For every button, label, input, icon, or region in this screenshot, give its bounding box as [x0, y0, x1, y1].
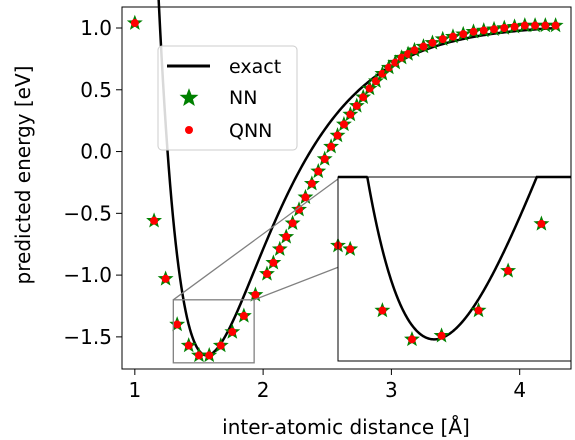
- qnn-point: [239, 311, 248, 320]
- qnn-point: [378, 69, 387, 78]
- inset-qnn-point: [474, 306, 483, 315]
- qnn-point: [459, 30, 468, 39]
- legend: exact NN QNN: [157, 45, 298, 151]
- qnn-point: [216, 341, 225, 350]
- qnn-point: [301, 193, 310, 202]
- inset-plot: [330, 175, 572, 362]
- zoom-box: [172, 299, 255, 364]
- inset-qnn-point: [378, 306, 387, 315]
- y-tick-label: −1.5: [63, 325, 112, 349]
- y-tick-label: −1.0: [63, 263, 112, 287]
- x-tick-label: 4: [513, 378, 526, 402]
- legend-box: [157, 45, 298, 151]
- x-tick-label: 2: [257, 378, 270, 402]
- qnn-point: [500, 24, 509, 33]
- y-axis-label: predicted energy [eV]: [11, 66, 35, 285]
- qnn-point: [469, 27, 478, 36]
- inset-qnn-point: [346, 245, 355, 254]
- x-tick-label: 1: [128, 378, 141, 402]
- inset-qnn-point: [407, 335, 416, 344]
- qnn-point: [130, 19, 139, 28]
- qnn-point: [262, 269, 271, 278]
- qnn-point: [307, 179, 316, 188]
- qnn-point: [384, 63, 393, 72]
- x-axis: 1 2 3 4: [128, 369, 526, 402]
- qnn-point: [275, 245, 284, 254]
- qnn-point: [282, 232, 291, 241]
- qnn-point: [314, 167, 323, 176]
- qnn-point: [194, 351, 203, 360]
- qnn-point: [288, 219, 297, 228]
- qnn-point: [551, 21, 560, 30]
- x-tick-label: 3: [385, 378, 398, 402]
- qnn-point: [228, 327, 237, 336]
- qnn-point: [410, 46, 419, 55]
- qnn-point: [510, 22, 519, 31]
- qnn-point: [205, 351, 214, 360]
- inset-exact-curve: [338, 175, 571, 341]
- marker-layer: [126, 14, 564, 363]
- qnn-point: [346, 110, 355, 119]
- inset-qnn-point: [504, 266, 513, 275]
- qnn-point: [327, 142, 336, 151]
- plot-frame: [121, 6, 572, 370]
- legend-nn-label: NN: [229, 87, 257, 109]
- y-tick-label: −0.5: [63, 201, 112, 225]
- inset-qnn-point: [437, 331, 446, 340]
- qnn-point: [391, 58, 400, 67]
- qnn-point: [150, 216, 159, 225]
- qnn-point: [520, 21, 529, 30]
- qnn-point: [352, 101, 361, 110]
- x-axis-label: inter-atomic distance [Å]: [222, 415, 470, 439]
- qnn-point: [184, 341, 193, 350]
- qnn-point: [541, 21, 550, 30]
- qnn-point: [339, 120, 348, 129]
- qnn-point: [419, 42, 428, 51]
- legend-qnn-swatch: [185, 126, 193, 134]
- legend-qnn-label: QNN: [229, 120, 272, 142]
- qnn-point: [479, 26, 488, 35]
- qnn-point: [490, 25, 499, 34]
- y-tick-label: 0.0: [80, 140, 112, 164]
- legend-nn-swatch: [179, 88, 199, 107]
- qnn-point: [359, 93, 368, 102]
- qnn-point: [269, 258, 278, 267]
- qnn-point: [161, 274, 170, 283]
- qnn-point: [251, 290, 260, 299]
- qnn-point: [320, 154, 329, 163]
- y-axis: 1.0 0.5 0.0 −0.5 −1.0 −1.5: [63, 16, 122, 349]
- inset-qnn-point: [537, 219, 546, 228]
- legend-exact-label: exact: [229, 56, 281, 78]
- qnn-point: [438, 35, 447, 44]
- qnn-point: [531, 21, 540, 30]
- qnn-point: [333, 131, 342, 140]
- qnn-point: [295, 205, 304, 214]
- qnn-point: [428, 38, 437, 47]
- qnn-point: [173, 320, 182, 329]
- y-tick-label: 1.0: [80, 16, 112, 40]
- qnn-point: [448, 32, 457, 41]
- zoom-connector: [172, 178, 339, 301]
- y-tick-label: 0.5: [80, 78, 112, 102]
